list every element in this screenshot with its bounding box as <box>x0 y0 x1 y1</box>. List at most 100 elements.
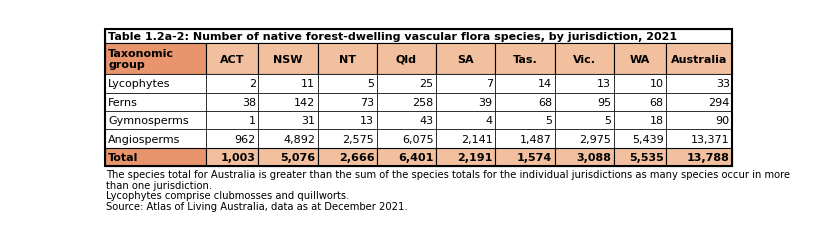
Text: Taxonomic
group: Taxonomic group <box>108 49 174 70</box>
Text: 4,892: 4,892 <box>283 134 315 144</box>
Text: NT: NT <box>339 54 355 64</box>
Bar <box>318 93 377 112</box>
Text: 13,371: 13,371 <box>691 134 729 144</box>
Bar <box>554 44 614 75</box>
Text: 31: 31 <box>301 116 315 126</box>
Text: 25: 25 <box>420 79 434 89</box>
Text: NSW: NSW <box>273 54 302 64</box>
Text: Ferns: Ferns <box>108 97 138 107</box>
Bar <box>105 148 206 167</box>
Text: Total: Total <box>108 152 139 163</box>
Bar <box>614 44 666 75</box>
Text: 1,487: 1,487 <box>520 134 552 144</box>
Text: 5: 5 <box>545 116 552 126</box>
Bar <box>666 130 732 148</box>
Text: Australia: Australia <box>671 54 727 64</box>
Text: Angiosperms: Angiosperms <box>108 134 181 144</box>
Bar <box>436 130 496 148</box>
Bar <box>377 148 436 167</box>
Text: 90: 90 <box>716 116 729 126</box>
Bar <box>377 93 436 112</box>
Bar <box>496 130 554 148</box>
Bar <box>554 130 614 148</box>
Bar <box>496 44 554 75</box>
Text: 13,788: 13,788 <box>687 152 729 163</box>
Text: 5: 5 <box>604 116 611 126</box>
Bar <box>436 75 496 93</box>
Bar <box>206 112 258 130</box>
Bar <box>666 75 732 93</box>
Text: 294: 294 <box>708 97 729 107</box>
Text: 2,666: 2,666 <box>339 152 374 163</box>
Bar <box>496 148 554 167</box>
Text: Lycophytes: Lycophytes <box>108 79 170 89</box>
Bar <box>206 148 258 167</box>
Bar <box>105 30 732 167</box>
Bar <box>436 148 496 167</box>
Text: 5,535: 5,535 <box>628 152 663 163</box>
Text: Tas.: Tas. <box>513 54 537 64</box>
Text: 6,401: 6,401 <box>399 152 434 163</box>
Text: 142: 142 <box>294 97 315 107</box>
Bar <box>206 93 258 112</box>
Bar <box>614 112 666 130</box>
Bar <box>318 112 377 130</box>
Text: 73: 73 <box>360 97 374 107</box>
Bar <box>666 112 732 130</box>
Text: Table 1.2a-2: Number of native forest-dwelling vascular flora species, by jurisd: Table 1.2a-2: Number of native forest-dw… <box>108 32 676 42</box>
Bar <box>258 93 318 112</box>
Bar <box>377 130 436 148</box>
Bar <box>666 93 732 112</box>
Text: 7: 7 <box>486 79 493 89</box>
Bar <box>377 112 436 130</box>
Bar <box>258 148 318 167</box>
Bar <box>258 112 318 130</box>
Text: 1,003: 1,003 <box>221 152 256 163</box>
Bar <box>206 44 258 75</box>
Bar <box>258 130 318 148</box>
Text: 1: 1 <box>249 116 256 126</box>
Bar <box>105 44 206 75</box>
Bar <box>614 148 666 167</box>
Text: Gymnosperms: Gymnosperms <box>108 116 189 126</box>
Bar <box>496 93 554 112</box>
Text: 4: 4 <box>486 116 493 126</box>
Bar <box>666 44 732 75</box>
Text: 43: 43 <box>420 116 434 126</box>
Text: 39: 39 <box>478 97 493 107</box>
Text: 18: 18 <box>650 116 663 126</box>
Text: 33: 33 <box>716 79 729 89</box>
Text: 5: 5 <box>368 79 374 89</box>
Bar <box>105 130 206 148</box>
Bar <box>614 75 666 93</box>
Text: 13: 13 <box>360 116 374 126</box>
Bar <box>318 148 377 167</box>
Text: 68: 68 <box>650 97 663 107</box>
Text: 11: 11 <box>301 79 315 89</box>
Text: 6,075: 6,075 <box>402 134 434 144</box>
Bar <box>436 112 496 130</box>
Bar <box>436 44 496 75</box>
Bar <box>206 130 258 148</box>
Text: 68: 68 <box>538 97 552 107</box>
Text: WA: WA <box>630 54 650 64</box>
Text: 5,076: 5,076 <box>280 152 315 163</box>
Bar <box>206 75 258 93</box>
Bar <box>496 75 554 93</box>
Bar <box>554 75 614 93</box>
Bar <box>614 93 666 112</box>
Text: 3,088: 3,088 <box>576 152 611 163</box>
Bar <box>496 112 554 130</box>
Text: 962: 962 <box>235 134 256 144</box>
Bar <box>666 148 732 167</box>
Bar <box>377 44 436 75</box>
Text: 2,191: 2,191 <box>457 152 493 163</box>
Bar <box>554 148 614 167</box>
Text: 14: 14 <box>538 79 552 89</box>
Text: 2,141: 2,141 <box>461 134 493 144</box>
Text: 10: 10 <box>650 79 663 89</box>
Bar <box>318 44 377 75</box>
Bar <box>105 112 206 130</box>
Bar <box>105 93 206 112</box>
Text: SA: SA <box>457 54 474 64</box>
